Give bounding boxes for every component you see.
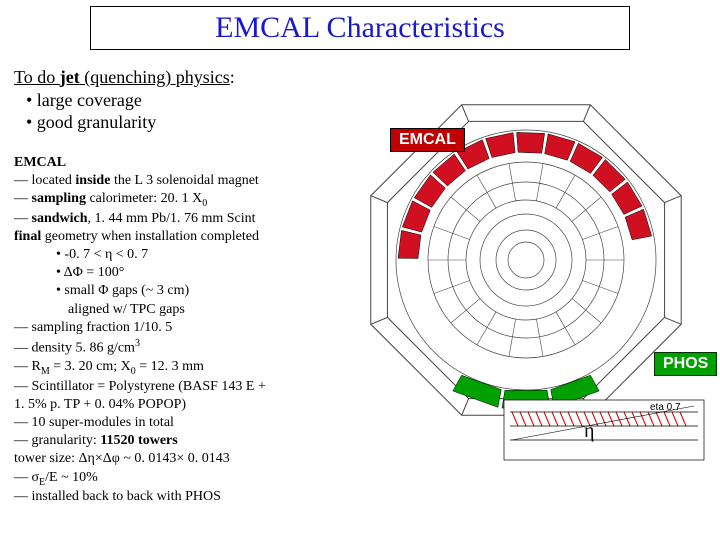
title-bar: EMCAL Characteristics (90, 6, 630, 50)
specs-block: EMCAL — located inside the L 3 solenoida… (14, 154, 374, 507)
todo-bullet-1: • large coverage (14, 89, 374, 112)
phos-label-box: PHOS (654, 352, 717, 376)
specs-line-12b: 1. 5% p. TP + 0. 04% POPOP) (14, 396, 374, 414)
todo-physics: physics (176, 67, 230, 87)
specs-line-14: — granularity: 11520 towers (14, 432, 374, 450)
specs-line-1: — located inside the L 3 solenoidal magn… (14, 172, 374, 190)
specs-line-12: — Scintillator = Polystyrene (BASF 143 E… (14, 378, 374, 396)
svg-text:eta 0.7: eta 0.7 (650, 402, 681, 413)
specs-line-7: small Φ gaps (~ 3 cm) (14, 282, 374, 300)
specs-line-16: — σE/E ~ 10% (14, 469, 374, 489)
specs-line-15: tower size: Δη×Δφ ~ 0. 0143× 0. 0143 (14, 450, 374, 468)
specs-line-10: — density 5. 86 g/cm3 (14, 337, 374, 358)
specs-line-3: — sandwich, 1. 44 mm Pb/1. 76 mm Scint (14, 210, 374, 228)
todo-mid: (quenching) (80, 67, 176, 87)
page-title: EMCAL Characteristics (215, 11, 505, 45)
specs-line-4: final geometry when installation complet… (14, 228, 374, 246)
specs-header: EMCAL (14, 154, 374, 172)
specs-line-11: — RM = 3. 20 cm; X0 = 12. 3 mm (14, 358, 374, 378)
left-column: To do jet (quenching) physics: • large c… (14, 66, 374, 507)
specs-line-13: — 10 super-modules in total (14, 414, 374, 432)
specs-line-5: -0. 7 < η < 0. 7 (14, 246, 374, 264)
todo-line-1: To do jet (quenching) physics: (14, 66, 374, 89)
specs-line-9: — sampling fraction 1/10. 5 (14, 319, 374, 337)
todo-jet: jet (60, 67, 80, 87)
specs-line-8: aligned w/ TPC gaps (14, 301, 374, 319)
specs-line-17: — installed back to back with PHOS (14, 488, 374, 506)
detector-diagram: eta 0.7 EMCAL PHOS η (354, 70, 714, 470)
todo-bullet-2: • good granularity (14, 111, 374, 134)
todo-block: To do jet (quenching) physics: • large c… (14, 66, 374, 134)
todo-colon: : (230, 67, 235, 87)
emcal-label-box: EMCAL (390, 128, 465, 152)
specs-line-6: ΔΦ = 100° (14, 264, 374, 282)
todo-prefix: To do (14, 67, 60, 87)
eta-symbol: η (584, 420, 594, 443)
specs-line-2: — sampling calorimeter: 20. 1 X0 (14, 190, 374, 210)
